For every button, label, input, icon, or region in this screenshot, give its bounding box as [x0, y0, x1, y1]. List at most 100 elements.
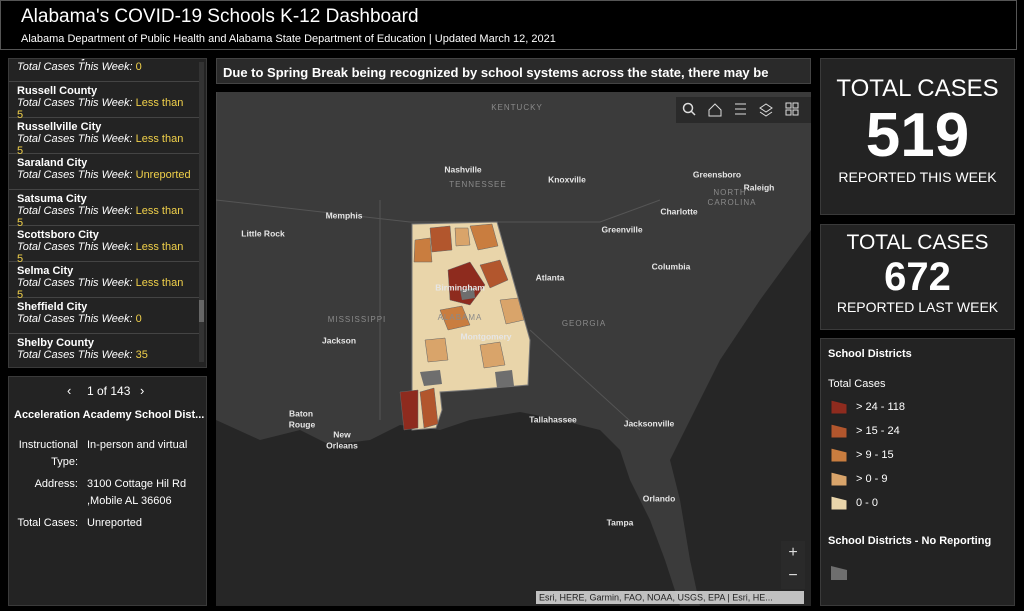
district-no-report	[495, 370, 514, 388]
toolbar	[676, 97, 811, 123]
item-row: Total Cases This Week: 0	[17, 61, 191, 73]
legend-swatch	[830, 495, 848, 511]
city-label: Birmingham	[435, 282, 485, 292]
zoom-out[interactable]: −	[788, 567, 797, 584]
banner: Due to Spring Break being recognized by …	[216, 58, 811, 84]
item-value: 0	[135, 61, 142, 73]
map[interactable]: KENTUCKY Nashville TENNESSEE Knoxville Green…	[215, 92, 811, 606]
district	[479, 259, 509, 289]
district-no-report	[460, 288, 475, 300]
item-label: Total Cases This Week:	[17, 61, 133, 73]
swatch-shape	[830, 447, 848, 463]
city-label: Atlanta	[536, 272, 565, 282]
item-value: Less than 5	[17, 205, 184, 229]
subtitle: Alabama Department of Public Health and …	[21, 33, 556, 45]
city-label: Jackson	[322, 335, 356, 345]
field-value: In-person and virtual	[87, 439, 188, 451]
header: Alabama's COVID-19 Schools K-12 Dashboar…	[0, 0, 1017, 50]
item-name: Satsuma City	[17, 193, 87, 205]
item-value: Less than 5	[17, 133, 184, 157]
city-label: Memphis	[326, 210, 363, 220]
item-name: Roanoke City	[17, 59, 191, 61]
state-label: NORTH	[713, 188, 746, 197]
city-label: Tallahassee	[529, 414, 577, 424]
district-no-report	[420, 370, 442, 386]
prev-button[interactable]: ‹	[67, 383, 72, 398]
zoom-in[interactable]: +	[788, 544, 797, 561]
item-row: Total Cases This Week: 35	[17, 349, 191, 361]
next-button[interactable]: ›	[140, 383, 145, 398]
list-item[interactable]: Sheffield City Total Cases This Week: 0	[9, 298, 199, 334]
card-this-week: TOTAL CASES 519 REPORTED THIS WEEK	[820, 58, 1015, 215]
state-label: KENTUCKY	[491, 103, 543, 112]
item-label: Total Cases This Week:	[17, 313, 133, 325]
map-labels: KENTUCKY Nashville TENNESSEE Knoxville Green…	[241, 103, 774, 527]
state-borders	[215, 92, 661, 431]
district	[424, 337, 449, 363]
state-label: MISSISSIPPI	[328, 315, 387, 324]
item-label: Total Cases This Week:	[17, 169, 133, 181]
item-row: Total Cases This Week: Unreported	[17, 169, 191, 181]
item-value: Less than 5	[17, 241, 184, 265]
swatch-shape	[830, 399, 848, 415]
list-item[interactable]: Satsuma City Total Cases This Week: Less …	[9, 190, 199, 229]
item-name: Russell County	[17, 85, 98, 97]
district	[499, 297, 525, 325]
district	[413, 237, 433, 263]
layers-icon[interactable]	[759, 103, 773, 117]
item-value: Less than 5	[17, 277, 184, 301]
item-label: Total Cases This Week:	[17, 241, 133, 253]
list-icon[interactable]	[735, 103, 746, 115]
gulf-water	[216, 412, 680, 606]
search-icon[interactable]	[682, 102, 694, 114]
legend-swatch	[830, 471, 848, 487]
field-label: Instructional Type:	[18, 439, 78, 468]
list-item[interactable]: Russell County Total Cases This Week: Les…	[9, 82, 199, 121]
item-row: Total Cases This Week: Less than 5	[17, 277, 191, 301]
field-value: 3100 Cottage Hil Rd	[87, 478, 187, 490]
city-label: Orleans	[326, 440, 358, 450]
legend: School Districts Total Cases > 24 - 118 >…	[820, 338, 1015, 606]
list-item[interactable]: Selma City Total Cases This Week: Less th…	[9, 262, 199, 301]
list-item[interactable]: Scottsboro City Total Cases This Week: Le…	[9, 226, 199, 265]
item-name: Sheffield City	[17, 301, 88, 313]
city-label: Columbia	[652, 261, 691, 271]
list-item[interactable]: Russellville City Total Cases This Week: …	[9, 118, 199, 157]
card-value: 672	[884, 255, 951, 299]
list-item[interactable]: Saraland City Total Cases This Week: Unre…	[9, 154, 199, 190]
city-label: Knoxville	[548, 174, 586, 184]
item-row: Total Cases This Week: 0	[17, 313, 191, 325]
legend-swatch	[830, 447, 848, 463]
card-value: 519	[865, 101, 970, 170]
city-label: Nashville	[444, 164, 482, 174]
basemap-icon[interactable]	[785, 102, 799, 116]
no-report-swatch	[831, 566, 847, 580]
district	[399, 389, 419, 431]
legend-subtitle: Total Cases	[828, 378, 886, 390]
item-label: Total Cases This Week:	[17, 97, 133, 109]
scrollbar[interactable]	[199, 62, 204, 362]
district	[454, 227, 471, 247]
ocean-water	[670, 230, 811, 606]
field-value: ,Mobile AL 36606	[87, 495, 172, 507]
district	[479, 341, 506, 369]
attribution: Esri, HERE, Garmin, FAO, NOAA, USGS, EPA…	[539, 592, 773, 602]
item-name: Selma City	[17, 265, 74, 277]
city-label: Rouge	[289, 419, 316, 429]
scroll-thumb[interactable]	[199, 300, 204, 322]
field-label: Address:	[34, 478, 78, 490]
list-item[interactable]: Shelby County Total Cases This Week: 35	[9, 334, 199, 367]
field-value: Unreported	[87, 517, 143, 529]
swatch-shape	[830, 471, 848, 487]
legend-label: > 0 - 9	[856, 473, 888, 485]
legend-title: School Districts	[828, 348, 912, 360]
city-label: Jacksonville	[624, 418, 675, 428]
home-icon[interactable]	[708, 103, 722, 117]
district	[469, 223, 499, 251]
card-caption: REPORTED THIS WEEK	[838, 169, 997, 185]
title: Alabama's COVID-19 Schools K-12 Dashboar…	[21, 6, 419, 27]
no-report-shape	[831, 566, 847, 580]
item-label: Total Cases This Week:	[17, 349, 133, 361]
